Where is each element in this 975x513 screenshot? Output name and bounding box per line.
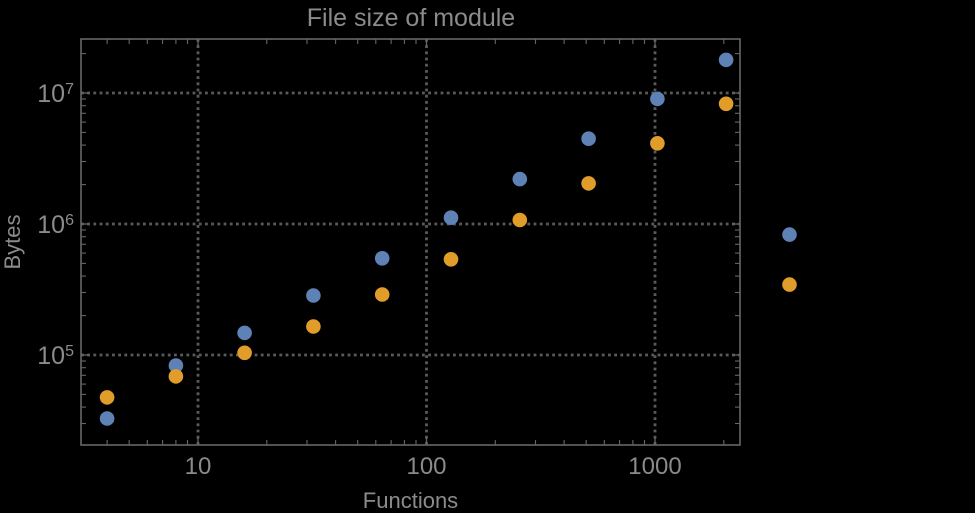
svg-text:1000: 1000 (628, 453, 681, 480)
svg-text:100: 100 (406, 453, 446, 480)
svg-text:File size of module: File size of module (307, 4, 515, 32)
svg-text:Functions: Functions (363, 488, 458, 513)
svg-text:10: 10 (185, 453, 212, 480)
svg-text:Bytes: Bytes (0, 214, 25, 269)
